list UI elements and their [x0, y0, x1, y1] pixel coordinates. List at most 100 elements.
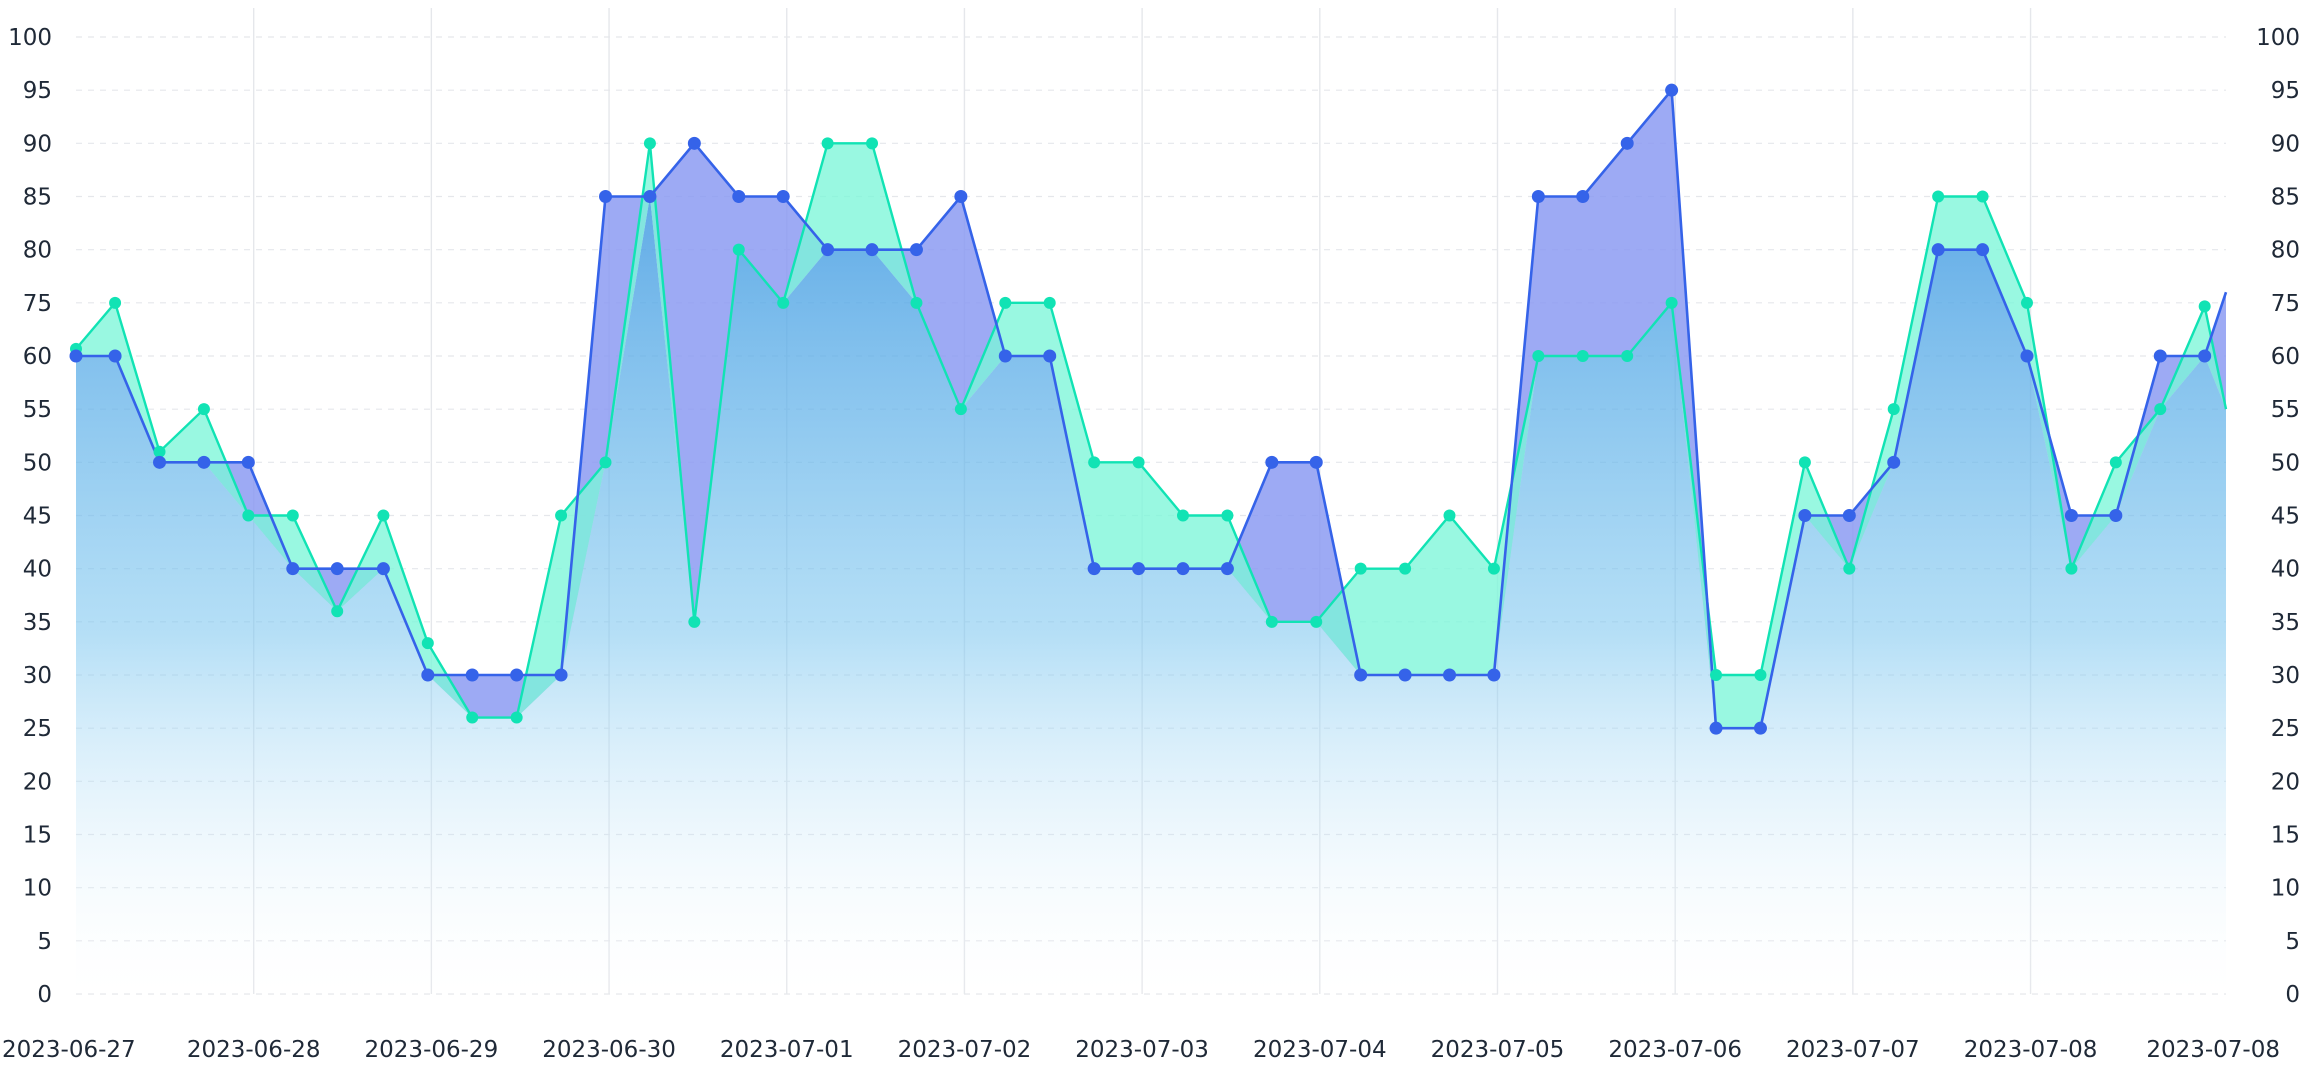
y-axis-right-tick-label: 0	[2285, 982, 2300, 1008]
blue-data-point	[2064, 509, 2078, 522]
y-axis-right-tick-label: 25	[2271, 716, 2300, 742]
teal-data-point	[1665, 296, 1678, 309]
x-axis-tick-label: 2023-06-28	[187, 1037, 321, 1063]
blue-data-point	[1531, 190, 1545, 203]
teal-data-point	[242, 509, 255, 522]
blue-data-point	[1265, 455, 1279, 469]
blue-data-point	[1576, 190, 1590, 203]
teal-data-point	[1043, 296, 1056, 309]
x-axis-tick-label: 2023-06-27	[2, 1037, 136, 1063]
shared-area-gradient	[76, 196, 2226, 994]
blue-data-point	[1487, 668, 1501, 682]
teal-data-point	[510, 711, 523, 724]
y-axis-right-tick-label: 80	[2271, 238, 2300, 264]
blue-data-point	[998, 349, 1012, 363]
blue-data-point	[197, 455, 211, 469]
x-axis-tick-label: 2023-07-01	[720, 1037, 854, 1063]
blue-data-point	[1842, 509, 1856, 522]
blue-data-point	[1043, 349, 1057, 363]
blue-data-point	[1753, 721, 1767, 735]
y-axis-left-tick-label: 75	[23, 291, 52, 317]
teal-data-point	[153, 445, 166, 458]
y-axis-left-tick-label: 35	[23, 610, 52, 636]
blue-data-point	[954, 190, 968, 203]
y-axis-right-tick-label: 15	[2271, 823, 2300, 849]
blue-data-point	[1665, 83, 1679, 97]
teal-data-point	[1176, 509, 1189, 522]
y-axis-left-tick-label: 40	[23, 557, 52, 583]
teal-data-point	[999, 296, 1012, 309]
blue-data-point	[1132, 562, 1146, 576]
teal-data-point	[1132, 456, 1145, 469]
teal-data-point	[2154, 403, 2167, 416]
y-axis-left-tick-label: 50	[23, 450, 52, 476]
y-axis-left-tick-label: 20	[23, 769, 52, 795]
x-axis-tick-label: 2023-06-30	[542, 1037, 676, 1063]
teal-data-point	[2198, 300, 2211, 313]
y-axis-left-tick-label: 85	[23, 185, 52, 211]
blue-data-point	[1798, 509, 1812, 522]
y-axis-right-tick-label: 40	[2271, 557, 2300, 583]
teal-data-point	[821, 137, 834, 150]
blue-data-point	[510, 668, 524, 682]
teal-data-point	[286, 509, 299, 522]
blue-data-point	[732, 190, 746, 203]
teal-data-point	[1621, 350, 1634, 362]
y-axis-right-tick-label: 35	[2271, 610, 2300, 636]
teal-data-point	[1088, 456, 1101, 469]
y-axis-left-tick-label: 55	[23, 397, 52, 423]
teal-data-point	[1932, 190, 1945, 203]
teal-data-point	[1265, 615, 1278, 628]
teal-data-point	[1487, 562, 1500, 575]
teal-data-point	[643, 137, 656, 150]
x-axis-tick-label: 2023-07-08	[2146, 1037, 2280, 1063]
blue-data-point	[821, 243, 835, 257]
teal-data-point	[1843, 562, 1856, 575]
blue-data-point	[554, 668, 568, 682]
blue-data-point	[687, 136, 701, 150]
blue-data-point	[1176, 562, 1190, 576]
teal-data-point	[954, 403, 967, 416]
blue-data-point	[643, 190, 657, 203]
teal-data-point	[466, 711, 479, 724]
blue-data-point	[241, 455, 255, 469]
blue-data-point	[286, 562, 300, 576]
teal-data-point	[331, 605, 344, 618]
y-axis-left-tick-label: 10	[23, 876, 52, 902]
teal-data-point	[1710, 669, 1723, 681]
teal-data-point	[1754, 669, 1767, 681]
blue-data-point	[1087, 562, 1101, 576]
teal-data-point	[2109, 456, 2122, 469]
blue-data-point	[1620, 136, 1634, 150]
x-axis-tick-label: 2023-06-29	[365, 1037, 499, 1063]
teal-data-point	[1221, 509, 1234, 522]
teal-data-point	[1399, 562, 1412, 575]
teal-data-point	[599, 456, 612, 469]
blue-data-point	[330, 562, 344, 576]
x-axis-tick-label: 2023-07-07	[1786, 1037, 1920, 1063]
y-axis-left-tick-label: 95	[23, 78, 52, 104]
blue-band-area	[76, 90, 2226, 729]
x-axis-tick-label: 2023-07-06	[1608, 1037, 1742, 1063]
blue-data-point	[2198, 349, 2212, 363]
y-axis-right-tick-label: 55	[2271, 397, 2300, 423]
y-axis-left-tick-label: 0	[37, 982, 52, 1008]
teal-data-point	[1310, 615, 1323, 628]
teal-data-point	[777, 296, 790, 309]
x-axis-tick-label: 2023-07-04	[1253, 1037, 1387, 1063]
blue-data-point	[599, 190, 613, 203]
y-axis-right-tick-label: 50	[2271, 450, 2300, 476]
series-layer	[69, 83, 2228, 994]
y-axis-right-tick-label: 100	[2256, 25, 2300, 51]
y-axis-right-tick-label: 95	[2271, 78, 2300, 104]
y-axis-left-tick-label: 80	[23, 238, 52, 264]
blue-data-point	[465, 668, 479, 682]
blue-data-point	[909, 243, 923, 257]
y-axis-right-tick-label: 75	[2271, 291, 2300, 317]
blue-data-point	[1443, 668, 1457, 682]
y-axis-left-tick-label: 5	[37, 929, 52, 955]
teal-data-point	[555, 509, 568, 522]
